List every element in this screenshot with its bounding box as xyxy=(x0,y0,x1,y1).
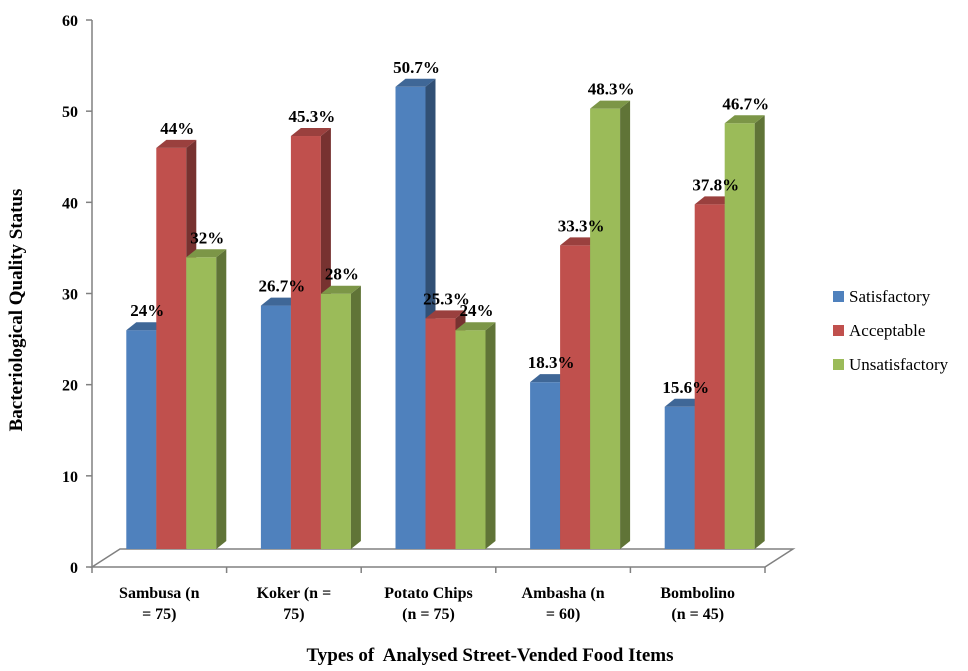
data-label: 37.8% xyxy=(692,175,739,194)
bar-front xyxy=(156,147,187,549)
bar-top xyxy=(395,78,436,87)
bar-top xyxy=(425,310,466,319)
bar-front xyxy=(694,204,725,549)
legend-swatch-acceptable xyxy=(833,325,844,336)
bar-acceptable-1 xyxy=(290,128,331,549)
bar-front xyxy=(126,330,157,549)
legend-label-satisfactory: Satisfactory xyxy=(849,287,931,306)
category-label: Bombolino (n = 45) xyxy=(660,585,735,623)
legend: Satisfactory Acceptable Unsatisfactory xyxy=(833,287,949,374)
legend-swatch-unsatisfactory xyxy=(833,359,844,370)
bar-front xyxy=(590,108,621,549)
bar-front xyxy=(425,318,456,549)
bar-top xyxy=(290,128,331,137)
floor xyxy=(89,548,796,568)
data-label: 33.3% xyxy=(558,216,605,235)
bar-unsatisfactory-2 xyxy=(455,322,496,549)
bar-front xyxy=(260,305,291,549)
data-label: 28% xyxy=(325,265,359,284)
data-label: 44% xyxy=(160,119,194,138)
y-tick-label: 0 xyxy=(70,560,78,577)
y-tick-label: 40 xyxy=(62,195,78,212)
bar-front xyxy=(560,245,591,550)
data-label: 24% xyxy=(130,301,164,320)
bar-unsatisfactory-1 xyxy=(320,285,361,549)
x-axis-title: Types of Analysed Street-Vended Food Ite… xyxy=(307,645,674,666)
bar-side xyxy=(620,100,631,549)
data-label: 18.3% xyxy=(528,353,575,372)
bar-satisfactory-2 xyxy=(395,78,436,549)
y-axis-title: Bacteriological Quality Status xyxy=(6,189,27,432)
bar-front xyxy=(290,136,321,549)
data-label: 25.3% xyxy=(423,289,470,308)
y-axis-ticks: 0 10 20 30 40 50 60 xyxy=(62,13,92,577)
bar-side xyxy=(485,322,496,549)
y-tick-label: 50 xyxy=(62,104,78,121)
bar-unsatisfactory-4 xyxy=(724,115,765,550)
category-labels: Sambusa (n = 75) Koker (n = 75) Potato Chips… xyxy=(91,567,766,623)
data-label: 46.7% xyxy=(722,94,769,113)
bar-unsatisfactory-0 xyxy=(186,249,227,549)
data-label: 45.3% xyxy=(289,107,336,126)
category-label: Koker (n = 75) xyxy=(257,585,332,623)
y-tick-label: 60 xyxy=(62,13,78,30)
data-label: 24% xyxy=(460,301,494,320)
bar-front xyxy=(186,257,217,549)
bar-front xyxy=(664,406,695,549)
bar-front xyxy=(724,123,755,550)
bar-side xyxy=(350,285,361,549)
data-label: 26.7% xyxy=(259,277,306,296)
bar-front xyxy=(320,293,351,549)
legend-swatch-satisfactory xyxy=(833,291,844,302)
category-label: Potato Chips (n = 75) xyxy=(384,585,472,623)
data-label: 48.3% xyxy=(588,80,635,99)
bar-side xyxy=(216,249,227,549)
legend-label-acceptable: Acceptable xyxy=(849,321,925,340)
data-labels: 24%44%32%26.7%45.3%28%50.7%25.3%24%18.3%… xyxy=(130,58,769,397)
bar-top xyxy=(320,285,361,294)
legend-label-unsatisfactory: Unsatisfactory xyxy=(849,355,949,374)
bar-top xyxy=(590,100,631,109)
bar-top xyxy=(156,139,197,148)
data-label: 32% xyxy=(190,228,224,247)
category-label: Sambusa (n = 75) xyxy=(119,585,200,623)
category-label: Ambasha (n = 60) xyxy=(522,585,605,623)
data-label: 15.6% xyxy=(662,378,709,397)
bar-top xyxy=(186,249,227,258)
bar-front xyxy=(530,382,561,549)
data-label: 50.7% xyxy=(393,58,440,77)
y-tick-label: 10 xyxy=(62,469,78,486)
bar-front xyxy=(455,330,486,549)
bars xyxy=(126,78,765,550)
bar-top xyxy=(455,322,496,331)
y-tick-label: 30 xyxy=(62,287,78,304)
bar-top xyxy=(724,115,765,124)
bar-side xyxy=(754,115,765,550)
bar-unsatisfactory-3 xyxy=(590,100,631,549)
bar-front xyxy=(395,86,426,549)
y-tick-label: 20 xyxy=(62,378,78,395)
